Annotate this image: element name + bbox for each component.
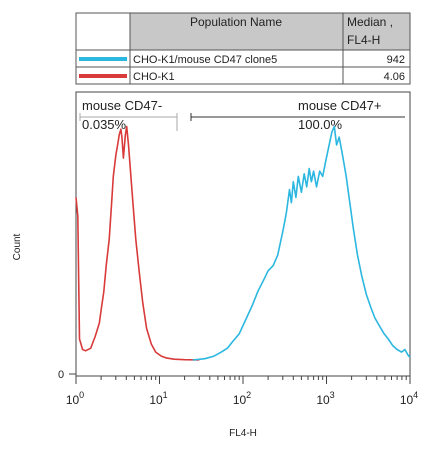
histogram-line-cho-k1-mouse-cd47-clone5 (192, 125, 411, 361)
gate-negative-percent: 0.035% (82, 117, 127, 132)
x-axis-tick-label: 104 (400, 390, 418, 407)
gate-positive-label: mouse CD47+ (298, 98, 381, 113)
gate-positive-percent: 100.0% (298, 117, 343, 132)
legend-header-median: Median , (347, 15, 393, 29)
x-axis-label: FL4-H (229, 428, 257, 439)
histogram-line-cho-k1 (75, 125, 200, 361)
x-axis-tick-label: 102 (233, 390, 251, 407)
x-axis-tick-label: 101 (149, 390, 167, 407)
x-axis-tick-label: 100 (66, 390, 84, 407)
histogram-series-layer (75, 125, 411, 361)
legend-header-population: Population Name (190, 15, 282, 29)
legend-header-median-cell (342, 12, 411, 51)
gate-negative-label: mouse CD47- (82, 98, 162, 113)
legend-row-name-chok1: CHO-K1 (133, 71, 175, 83)
x-axis-tick-label: 103 (316, 390, 334, 407)
legend-table: Population Name Median , FL4-H CHO-K1/mo… (75, 12, 411, 85)
x-axis: 100 101 102 103 104 (66, 375, 418, 407)
legend-row-median-clone5: 942 (387, 54, 405, 66)
gate-markers: mouse CD47- 0.035% mouse CD47+ 100.0% (79, 98, 405, 132)
legend-row-name-clone5: CHO-K1/mouse CD47 clone5 (133, 54, 277, 66)
legend-header-median-channel: FL4-H (347, 33, 380, 47)
y-axis-zero-label: 0 (58, 369, 64, 381)
y-axis-label: Count (12, 233, 23, 260)
legend-row-median-chok1: 4.06 (384, 71, 405, 83)
